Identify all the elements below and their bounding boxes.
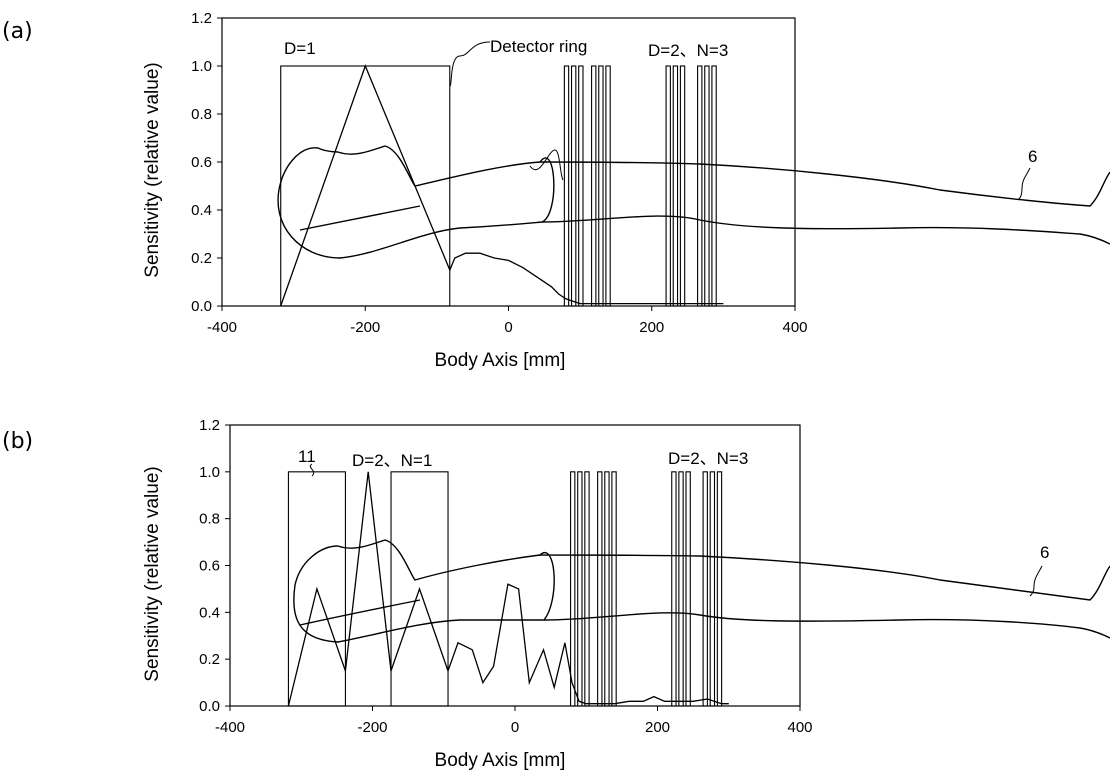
detector-block <box>716 471 723 707</box>
detector-block <box>591 65 597 307</box>
x-tick-label: -200 <box>357 719 387 736</box>
annotation-d2n1: D=2、N=1 <box>352 451 432 470</box>
leader-lines <box>309 463 1043 597</box>
y-axis-label: Sensitivity (relative value) <box>142 466 163 681</box>
annotation-d2n3: D=2、N=3 <box>648 41 728 60</box>
y-tick-label: 0.6 <box>191 154 212 171</box>
panel-label: (a) <box>2 19 33 44</box>
x-tick-label: 400 <box>782 319 807 336</box>
detector-block <box>665 65 671 307</box>
detector-block <box>709 471 716 707</box>
axis-ticks: 0.0 0.2 0.4 0.6 0.8 1.0 1.2 -400 -200 0 200 400 <box>191 10 807 336</box>
detector-block <box>611 471 617 707</box>
detector-block <box>287 471 346 707</box>
detector-block <box>711 65 717 307</box>
y-tick-label: 0.2 <box>191 250 212 267</box>
body-outline <box>277 145 1110 259</box>
detector-block <box>697 65 703 307</box>
y-tick-label: 1.2 <box>191 10 212 27</box>
detector-block <box>570 65 577 307</box>
series-lines <box>280 64 724 307</box>
annotation-ref-6: 6 <box>1040 543 1049 562</box>
detector-block <box>678 471 684 707</box>
detector-blocks <box>287 471 723 707</box>
body-outline <box>293 539 1110 643</box>
panel-a: (a) 0.0 0.2 0.4 0.6 0.8 1.0 1.2 -400 -200 0 200 400… <box>2 10 1110 371</box>
y-tick-label: 0.0 <box>191 298 212 315</box>
annotation-ref-6: 6 <box>1028 147 1037 166</box>
x-tick-label: 0 <box>504 319 512 336</box>
detector-block <box>672 65 679 307</box>
y-tick-label: 0.0 <box>199 698 220 715</box>
x-tick-label: -400 <box>207 319 237 336</box>
y-tick-label: 1.2 <box>199 417 220 434</box>
x-axis-label: Body Axis [mm] <box>435 350 566 371</box>
y-axis-label: Sensitivity (relative value) <box>142 62 163 277</box>
detector-block <box>570 471 576 707</box>
detector-block <box>563 65 570 307</box>
panel-b: (b) 0.0 0.2 0.4 0.6 0.8 1.0 1.2 -400 -200 0 200 400… <box>2 417 1110 771</box>
x-tick-label: -400 <box>215 719 245 736</box>
sensitivity-line <box>280 64 724 307</box>
detector-block <box>671 471 677 707</box>
panel-label: (b) <box>2 429 33 454</box>
y-tick-label: 0.2 <box>199 651 220 668</box>
annotation-d2n3: D=2、N=3 <box>668 449 748 468</box>
detector-block <box>679 65 686 307</box>
series-lines <box>287 471 729 707</box>
detector-block <box>390 471 449 707</box>
y-tick-label: 0.6 <box>199 558 220 575</box>
detector-block <box>685 471 691 707</box>
detector-block <box>577 471 583 707</box>
detector-blocks <box>280 65 717 307</box>
sensitivity-line <box>287 471 729 707</box>
detector-block <box>704 65 710 307</box>
annotation-ref-11: 11 <box>298 447 316 466</box>
detector-block <box>280 65 451 307</box>
annotation-detector-ring: Detector ring <box>490 37 587 56</box>
x-tick-label: 200 <box>645 719 670 736</box>
axis-ticks: 0.0 0.2 0.4 0.6 0.8 1.0 1.2 -400 -200 0 200 400 <box>199 417 812 736</box>
x-tick-label: 400 <box>787 719 812 736</box>
x-tick-label: 200 <box>639 319 664 336</box>
y-tick-label: 1.0 <box>199 464 220 481</box>
detector-block <box>598 65 604 307</box>
detector-block <box>702 471 708 707</box>
detector-block <box>584 471 590 707</box>
y-tick-label: 0.8 <box>191 106 212 123</box>
annotation-d1: D=1 <box>284 39 316 58</box>
y-tick-label: 1.0 <box>191 58 212 75</box>
x-tick-label: 0 <box>511 719 519 736</box>
y-tick-label: 0.4 <box>191 202 212 219</box>
x-axis-label: Body Axis [mm] <box>435 750 566 771</box>
y-tick-label: 0.8 <box>199 511 220 528</box>
x-tick-label: -200 <box>350 319 380 336</box>
detector-block <box>605 65 611 307</box>
y-tick-label: 0.4 <box>199 604 220 621</box>
detector-block <box>604 471 610 707</box>
detector-block <box>597 471 603 707</box>
detector-block <box>578 65 584 307</box>
leader-lines <box>449 41 1031 201</box>
